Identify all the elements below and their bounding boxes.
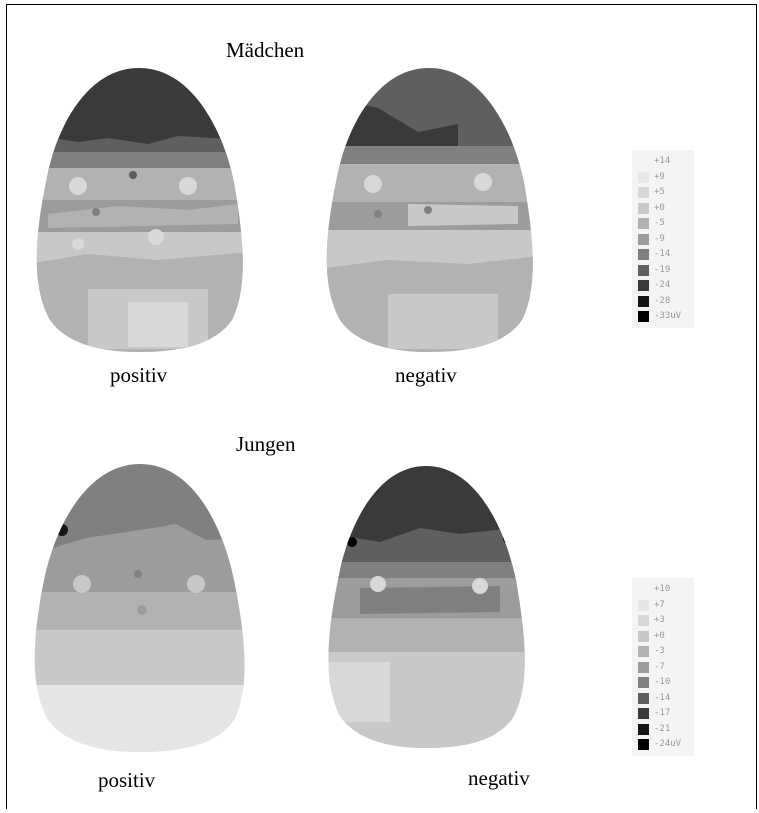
- girls-negative-map: [318, 64, 540, 354]
- legend-swatch: [638, 264, 649, 276]
- legend-swatch: [638, 630, 649, 642]
- legend-label: +3: [654, 615, 665, 625]
- legend-label: -14: [654, 692, 671, 703]
- boys-positive-caption: positiv: [98, 768, 156, 792]
- girls-positive-map: [28, 64, 250, 354]
- legend-swatch: [638, 615, 649, 626]
- legend-label: -3: [654, 646, 665, 656]
- legend-label: -21: [654, 723, 671, 734]
- legend-swatch: [638, 677, 649, 688]
- legend-swatch: [638, 171, 649, 183]
- legend-swatch: [638, 295, 649, 307]
- legend-swatch: [638, 156, 649, 167]
- legend-label: -19: [654, 264, 671, 275]
- legend-swatch: [638, 233, 649, 245]
- legend-swatch: [638, 599, 649, 611]
- legend-swatch: [638, 584, 649, 595]
- boys-negative-map: [320, 462, 532, 752]
- legend-swatch: [638, 661, 649, 673]
- figure-frame: [6, 4, 757, 809]
- boys-negative-caption: negativ: [468, 766, 530, 790]
- legend-label: -17: [654, 708, 671, 718]
- girls-positive-caption: positiv: [110, 363, 168, 387]
- legend-label: -5: [654, 218, 665, 228]
- legend-label: -28: [654, 295, 671, 306]
- legend-label: +0: [654, 202, 665, 213]
- boys-positive-map: [26, 460, 254, 755]
- legend-label: -14: [654, 249, 671, 259]
- legend-swatch: [638, 739, 649, 750]
- legend-swatch: [638, 280, 649, 291]
- legend-label: -10: [654, 677, 671, 687]
- legend-label: +7: [654, 599, 665, 610]
- legend-label: +9: [654, 171, 665, 182]
- legend-swatch: [638, 202, 649, 214]
- legend-label: -24uV: [654, 739, 682, 749]
- legend-label: +0: [654, 630, 665, 641]
- legend-swatch: [638, 311, 649, 322]
- legend-swatch: [638, 249, 649, 260]
- legend-swatch: [638, 692, 649, 704]
- legend-label: -9: [654, 233, 665, 244]
- boys-title: Jungen: [236, 432, 296, 456]
- legend-swatch: [638, 218, 649, 229]
- legend-label: +14: [654, 156, 671, 166]
- legend-label: -33uV: [654, 311, 682, 321]
- legend-label: -7: [654, 661, 665, 672]
- legend-swatch: [638, 708, 649, 719]
- legend-swatch: [638, 187, 649, 198]
- girls-negative-caption: negativ: [395, 363, 457, 387]
- legend-swatch: [638, 646, 649, 657]
- girls-title: Mädchen: [226, 38, 305, 62]
- legend-label: +5: [654, 187, 665, 197]
- legend-swatch: [638, 723, 649, 735]
- legend-label: +10: [654, 584, 671, 594]
- legend-label: -24: [654, 280, 671, 290]
